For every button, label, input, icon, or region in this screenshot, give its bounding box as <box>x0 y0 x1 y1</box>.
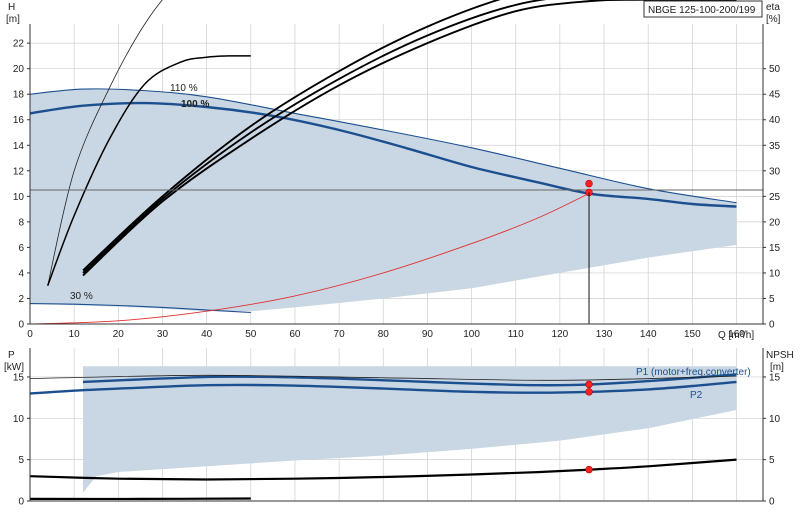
top-series-1-line <box>29 101 737 208</box>
bottom-ytick-label: 10 <box>13 414 25 425</box>
top-y2tick-label: 15 <box>769 243 781 254</box>
top-ylabel: H <box>8 2 15 13</box>
top-y2tick-label: 50 <box>769 64 781 75</box>
bottom-ytick-label: 0 <box>18 497 24 508</box>
top-ytick-label: 20 <box>13 64 25 75</box>
top-y2tick-label: 35 <box>769 141 781 152</box>
bottom-ylabel: P <box>8 350 15 361</box>
top-xtick-label: 60 <box>289 329 301 340</box>
top-y2tick-label: 20 <box>769 217 781 228</box>
annotation-110-pct: 110 % <box>170 83 198 94</box>
bottom-series-0-line <box>82 373 737 387</box>
top-ytick-label: 12 <box>13 166 25 177</box>
top-series-8-line <box>29 192 591 325</box>
chart-title-box <box>643 0 763 18</box>
top-ytick-label: 2 <box>18 294 24 305</box>
top-y2tick-label: 0 <box>769 320 775 331</box>
top-ylabel-unit: [m] <box>6 14 20 25</box>
top-ytick-label: 6 <box>18 243 24 254</box>
bottom-ytick-label: 15 <box>13 372 25 383</box>
bottom-duty-marker-0 <box>585 380 593 389</box>
top-ytick-label: 4 <box>18 268 24 279</box>
top-xtick-label: 130 <box>596 329 613 340</box>
top-envelope <box>30 89 737 312</box>
bottom-duty-marker-1 <box>585 388 593 396</box>
bottom-duty-marker-2 <box>585 465 593 474</box>
bottom-y2label: NPSH <box>766 350 794 361</box>
top-xtick-label: 140 <box>640 329 657 340</box>
top-y2tick-label: 45 <box>769 90 781 101</box>
bottom-series-group <box>29 373 737 501</box>
bottom-envelope-area <box>82 366 737 493</box>
top-xtick-label: 10 <box>69 329 81 340</box>
annotation-30-pct: 30 % <box>70 291 93 302</box>
top-series-3-line <box>47 0 163 286</box>
top-y2tick-label: 30 <box>769 166 781 177</box>
top-xtick-label: 120 <box>552 329 569 340</box>
top-xtick-label: 50 <box>245 329 257 340</box>
top-ytick-label: 18 <box>13 90 25 101</box>
p1-series-label: P1 (motor+freq.converter) <box>636 367 751 378</box>
p2-series-label: P2 <box>690 390 703 401</box>
top-xtick-label: 150 <box>684 329 701 340</box>
bottom-ytick-label: 5 <box>18 455 24 466</box>
top-series-7-line <box>82 0 737 277</box>
top-xtick-label: 90 <box>422 329 434 340</box>
top-xtick-label: 30 <box>157 329 169 340</box>
top-ytick-label: 22 <box>13 39 25 50</box>
top-y2tick-label: 40 <box>769 115 781 126</box>
top-xtick-label: 80 <box>378 329 390 340</box>
bottom-series-3-line <box>29 458 737 481</box>
top-series-5-line <box>82 0 501 272</box>
bottom-envelope <box>82 366 737 493</box>
top-xtick-label: 70 <box>334 329 346 340</box>
chart-title: NBGE 125-100-200/199 <box>648 5 756 16</box>
top-axes: 0 2 4 6 8 10 12 14 16 18 20 22 0 5 10 15 20 25 30 35 40 45 50 0… <box>13 24 781 340</box>
top-xtick-label: 100 <box>463 329 480 340</box>
top-ytick-label: 10 <box>13 192 25 203</box>
top-y2label: eta <box>766 2 780 13</box>
bottom-y2label-unit: [m] <box>770 362 784 373</box>
top-ytick-label: 16 <box>13 115 25 126</box>
top-xlabel: Q [m³/h] <box>718 330 754 341</box>
top-series-4-line <box>46 55 251 286</box>
top-series-group <box>29 0 763 325</box>
top-xtick-label: 40 <box>201 329 213 340</box>
top-xtick-label: 20 <box>113 329 125 340</box>
top-y2tick-label: 10 <box>769 268 781 279</box>
top-ytick-label: 0 <box>18 320 24 331</box>
bottom-ylabel-unit: [kW] <box>4 362 24 373</box>
top-series-6-line <box>82 0 547 274</box>
top-envelope-area <box>30 89 737 312</box>
top-xtick-label: 110 <box>508 329 524 340</box>
top-y2label-unit: [%] <box>766 14 781 25</box>
bottom-axes: 0 5 10 15 0 5 10 15 <box>13 348 781 508</box>
top-ytick-label: 14 <box>13 141 25 152</box>
bottom-y2tick-label: 15 <box>769 372 781 383</box>
top-duty-marker-1 <box>585 179 593 188</box>
top-xtick-label: 0 <box>27 329 33 340</box>
bottom-y2tick-label: 0 <box>769 497 775 508</box>
top-ytick-label: 8 <box>18 217 24 228</box>
top-series-0-line <box>29 88 737 204</box>
top-y2tick-label: 25 <box>769 192 781 203</box>
top-y2tick-label: 5 <box>769 294 775 305</box>
bottom-y2tick-label: 5 <box>769 455 775 466</box>
bottom-series-1-line <box>29 380 737 395</box>
top-xtick-label: 160 <box>728 329 745 340</box>
bottom-series-2-line <box>29 374 737 381</box>
annotation-100-pct: 100 % <box>181 99 209 110</box>
bottom-y2tick-label: 10 <box>769 414 781 425</box>
